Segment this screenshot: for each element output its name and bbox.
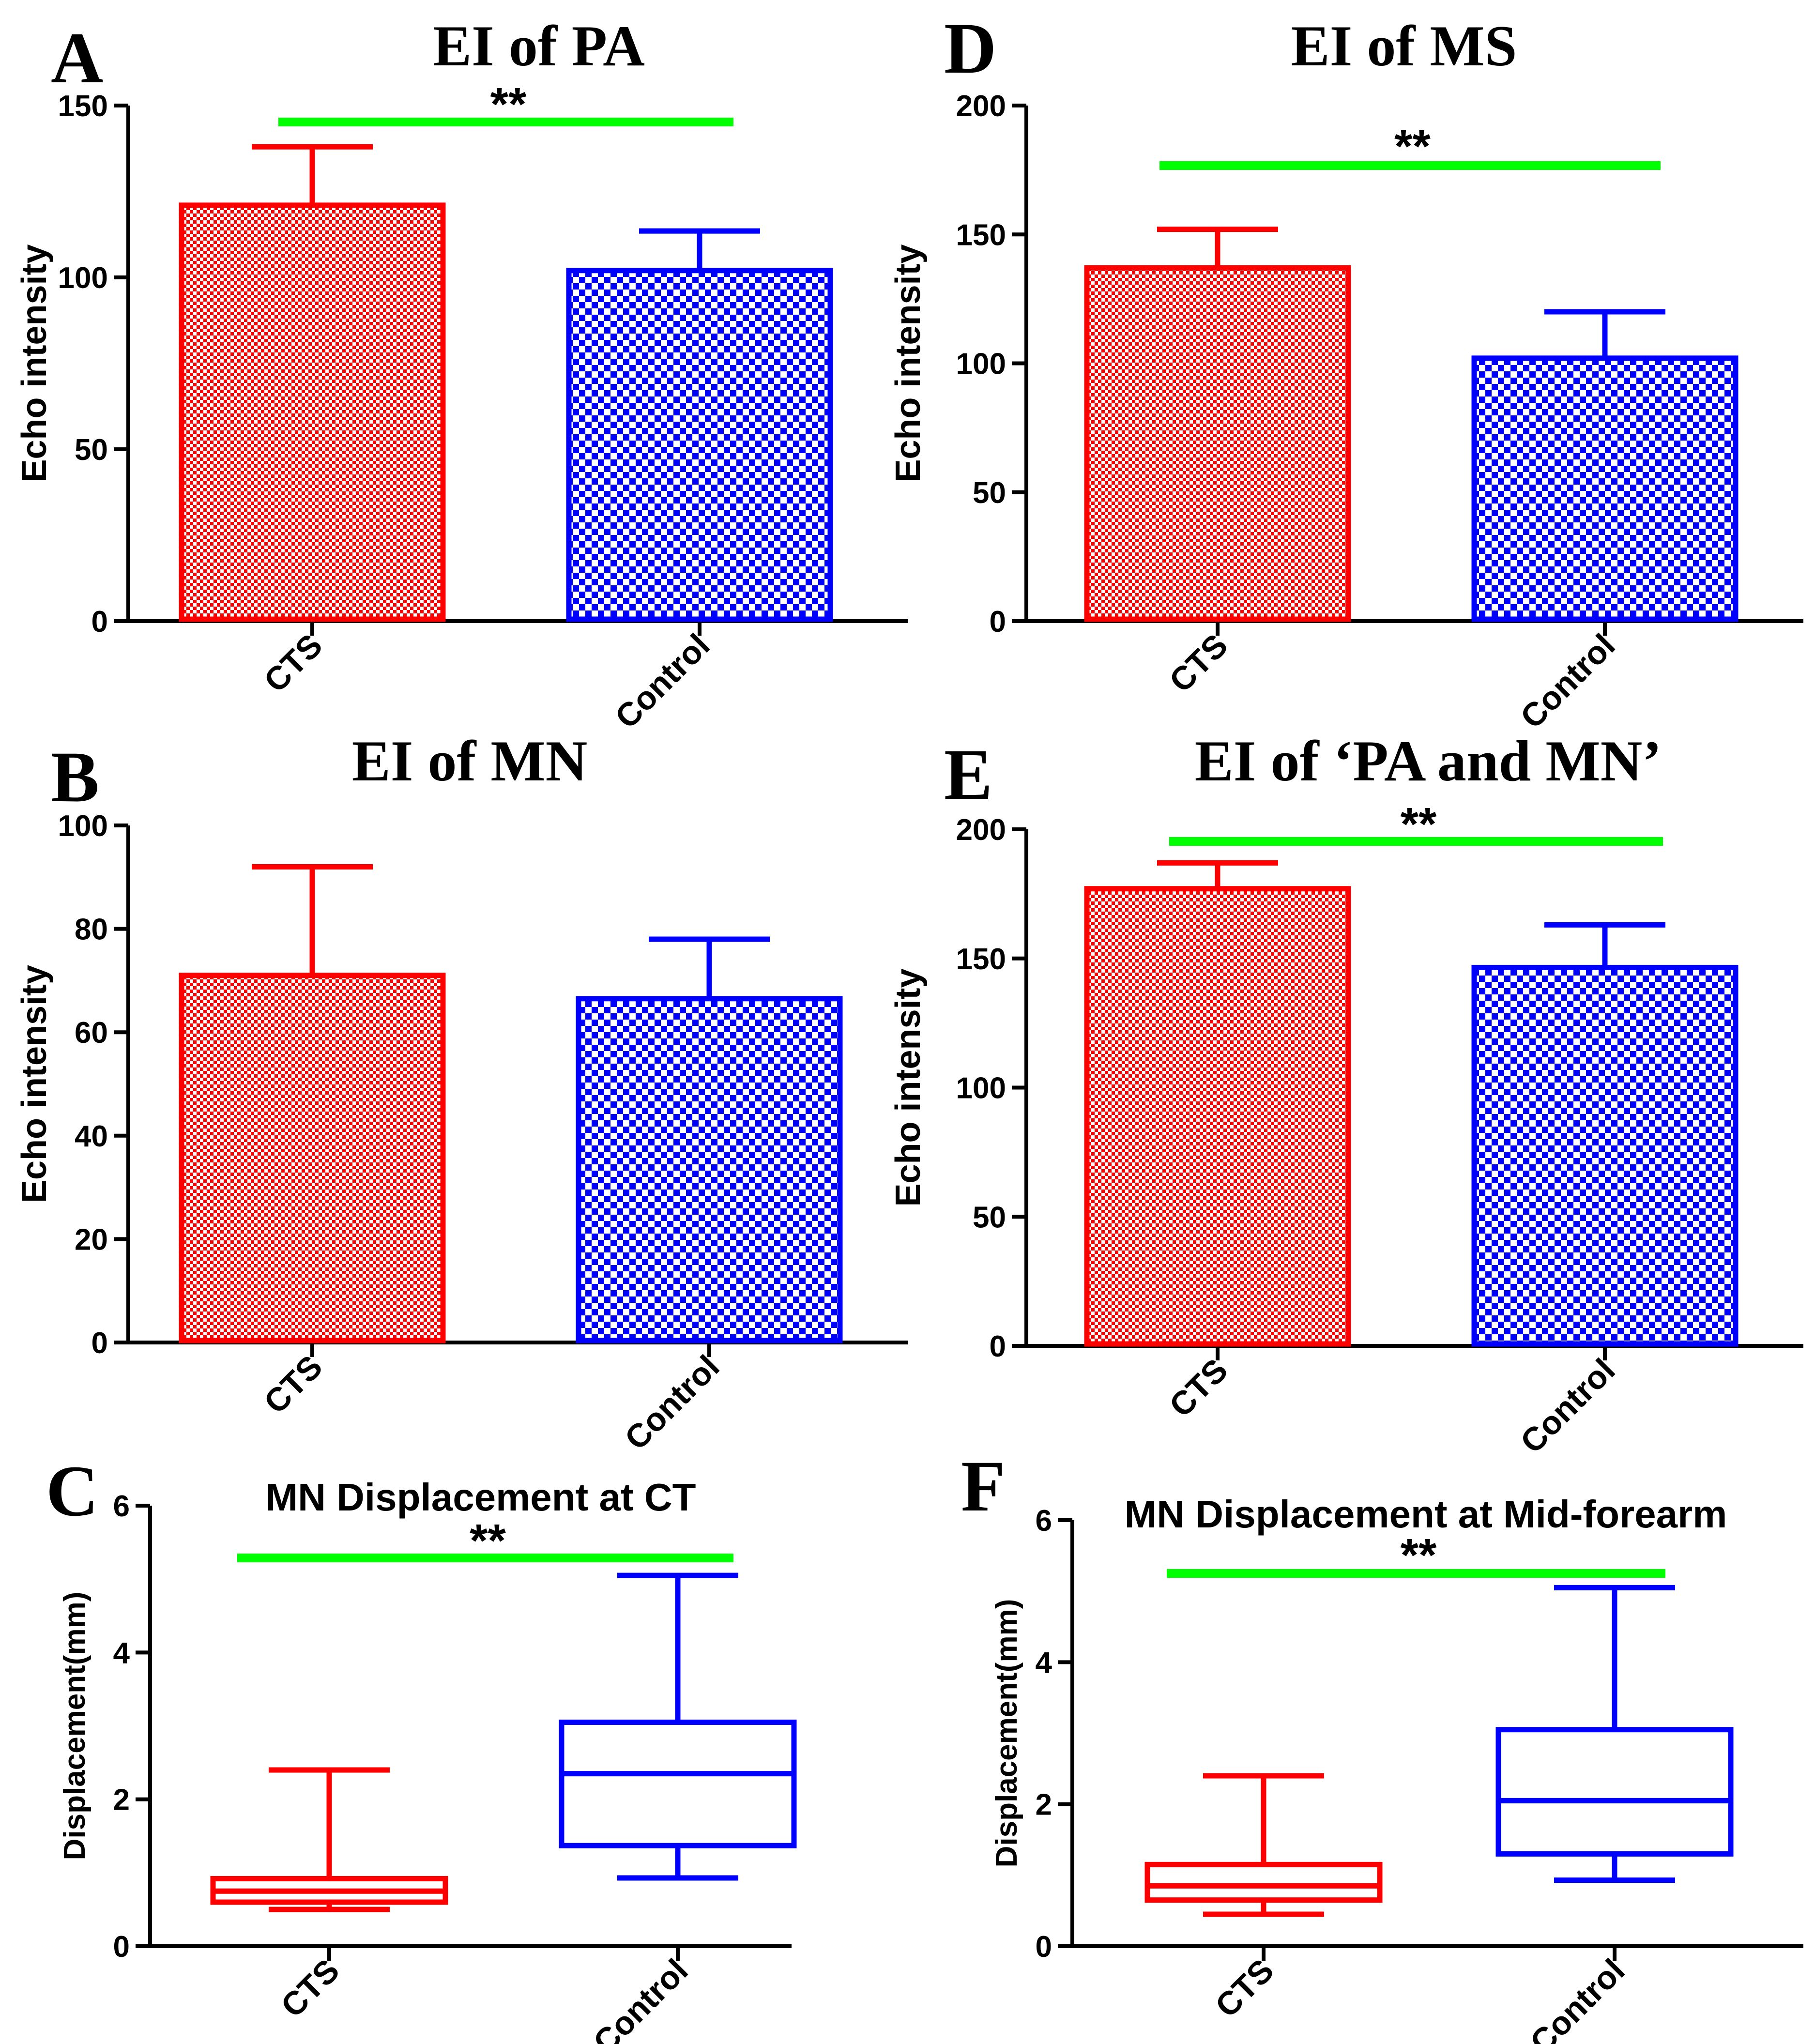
y-axis-label: Echo intensity — [889, 968, 928, 1206]
chart-title-e: EI of ‘PA and MN’ — [1195, 729, 1662, 793]
y-tick-label: 150 — [956, 943, 1006, 976]
y-tick-label: 4 — [113, 1636, 130, 1670]
panel-letter-e: E — [944, 734, 992, 815]
bar-cts — [1084, 265, 1351, 622]
panel-c: C MN Displacement at CT 0 2 4 6 Displacement… — [46, 1451, 797, 2044]
y-axis-label: Echo intensity — [889, 244, 928, 482]
y-tick-label: 60 — [75, 1016, 108, 1050]
panel-letter-f: F — [961, 1446, 1006, 1526]
y-tick-label: 50 — [973, 476, 1006, 510]
plot-a: 0 50 100 150 Echo intensity CTS Control ** — [15, 78, 908, 736]
y-tick-label: 2 — [1036, 1788, 1052, 1822]
y-tick-label: 50 — [75, 433, 108, 467]
panel-letter-d: D — [944, 8, 996, 89]
y-axis-label: Displacement(mm) — [990, 1599, 1023, 1868]
y-tick-label: 150 — [58, 90, 108, 123]
panel-b: B EI of MN 0 20 40 60 80 100 Echo intensity CTS… — [15, 729, 908, 1457]
plot-c: 0 2 4 6 Displacement(mm) CTS Control ** — [58, 1490, 797, 2044]
y-tick-label: 100 — [58, 261, 108, 295]
y-tick-label: 0 — [990, 605, 1006, 639]
significance-label: ** — [1401, 1529, 1437, 1581]
panel-f: F MN Displacement at Mid-forearm 0 2 4 6 Dis… — [961, 1446, 1803, 2044]
y-axis-label: Echo intensity — [15, 965, 54, 1203]
panel-e: E EI of ‘PA and MN’ 0 50 100 150 200 Echo int… — [889, 729, 1803, 1461]
y-axis-label: Displacement(mm) — [58, 1592, 92, 1861]
y-tick-label: 80 — [75, 913, 108, 946]
y-tick-label: 0 — [113, 1930, 130, 1964]
x-category-label: CTS — [1162, 1352, 1235, 1424]
bar-control — [1471, 355, 1739, 622]
y-tick-label: 100 — [956, 1072, 1006, 1105]
plot-d: 0 50 100 150 200 Echo intensity CTS Control ** — [889, 90, 1803, 736]
x-category-label: CTS — [257, 1348, 330, 1421]
panel-a: A EI of PA 0 50 100 150 Echo intensity CTS Con… — [15, 14, 908, 736]
x-category-label: Control — [1513, 1352, 1622, 1461]
box-control — [559, 1719, 797, 1848]
y-axis-label: Echo intensity — [15, 244, 54, 482]
y-tick-label: 4 — [1036, 1646, 1052, 1679]
y-tick-label: 150 — [956, 218, 1006, 252]
y-tick-label: 6 — [1036, 1504, 1052, 1538]
x-category-label: Control — [1523, 1952, 1632, 2044]
box-control — [1495, 1727, 1734, 1857]
significance-label: ** — [1401, 798, 1437, 850]
bar-control — [566, 268, 833, 622]
chart-title-b: EI of MN — [352, 729, 588, 793]
x-category-label: Control — [608, 627, 717, 736]
bar-cts — [179, 202, 446, 622]
x-category-label: CTS — [274, 1952, 347, 2025]
x-category-label: Control — [1513, 627, 1622, 736]
y-tick-label: 200 — [956, 813, 1006, 847]
chart-title-c: MN Displacement at CT — [265, 1476, 696, 1519]
significance-label: ** — [1394, 121, 1431, 172]
y-tick-label: 40 — [75, 1120, 108, 1153]
chart-title-f: MN Displacement at Mid-forearm — [1125, 1493, 1727, 1536]
chart-title-a: EI of PA — [433, 14, 645, 78]
y-tick-label: 100 — [956, 348, 1006, 381]
x-category-label: Control — [586, 1952, 695, 2044]
significance-label: ** — [490, 78, 527, 130]
y-tick-label: 100 — [58, 809, 108, 843]
x-category-label: CTS — [1162, 627, 1235, 700]
y-tick-label: 0 — [990, 1330, 1006, 1363]
panel-letter-c: C — [46, 1451, 98, 1531]
y-tick-label: 2 — [113, 1784, 130, 1817]
x-category-label: CTS — [1208, 1952, 1281, 2025]
box-cts — [1144, 1861, 1383, 1903]
panel-letter-b: B — [51, 737, 99, 817]
y-tick-label: 20 — [75, 1223, 108, 1256]
y-tick-label: 0 — [92, 1327, 108, 1360]
plot-e: 0 50 100 150 200 Echo intensity CTS Control ** — [889, 798, 1803, 1461]
bar-cts — [1084, 886, 1351, 1347]
y-tick-label: 0 — [1036, 1930, 1052, 1964]
panel-letter-a: A — [51, 18, 103, 98]
significance-label: ** — [470, 1515, 506, 1567]
y-tick-label: 200 — [956, 90, 1006, 123]
y-tick-label: 50 — [973, 1201, 1006, 1234]
plot-f: 0 2 4 6 Displacement(mm) CTS Control ** — [990, 1504, 1803, 2044]
plot-b: 0 20 40 60 80 100 Echo intensity CTS Control — [15, 809, 908, 1457]
panel-d: D EI of MS 0 50 100 150 200 Echo intensity CTS… — [889, 8, 1803, 736]
x-category-label: Control — [618, 1348, 727, 1457]
bar-cts — [179, 973, 446, 1343]
x-category-label: CTS — [257, 627, 330, 700]
bar-control — [1471, 964, 1739, 1347]
chart-title-d: EI of MS — [1291, 14, 1517, 78]
y-tick-label: 0 — [92, 605, 108, 639]
y-tick-label: 6 — [113, 1490, 130, 1523]
bar-control — [576, 996, 843, 1343]
